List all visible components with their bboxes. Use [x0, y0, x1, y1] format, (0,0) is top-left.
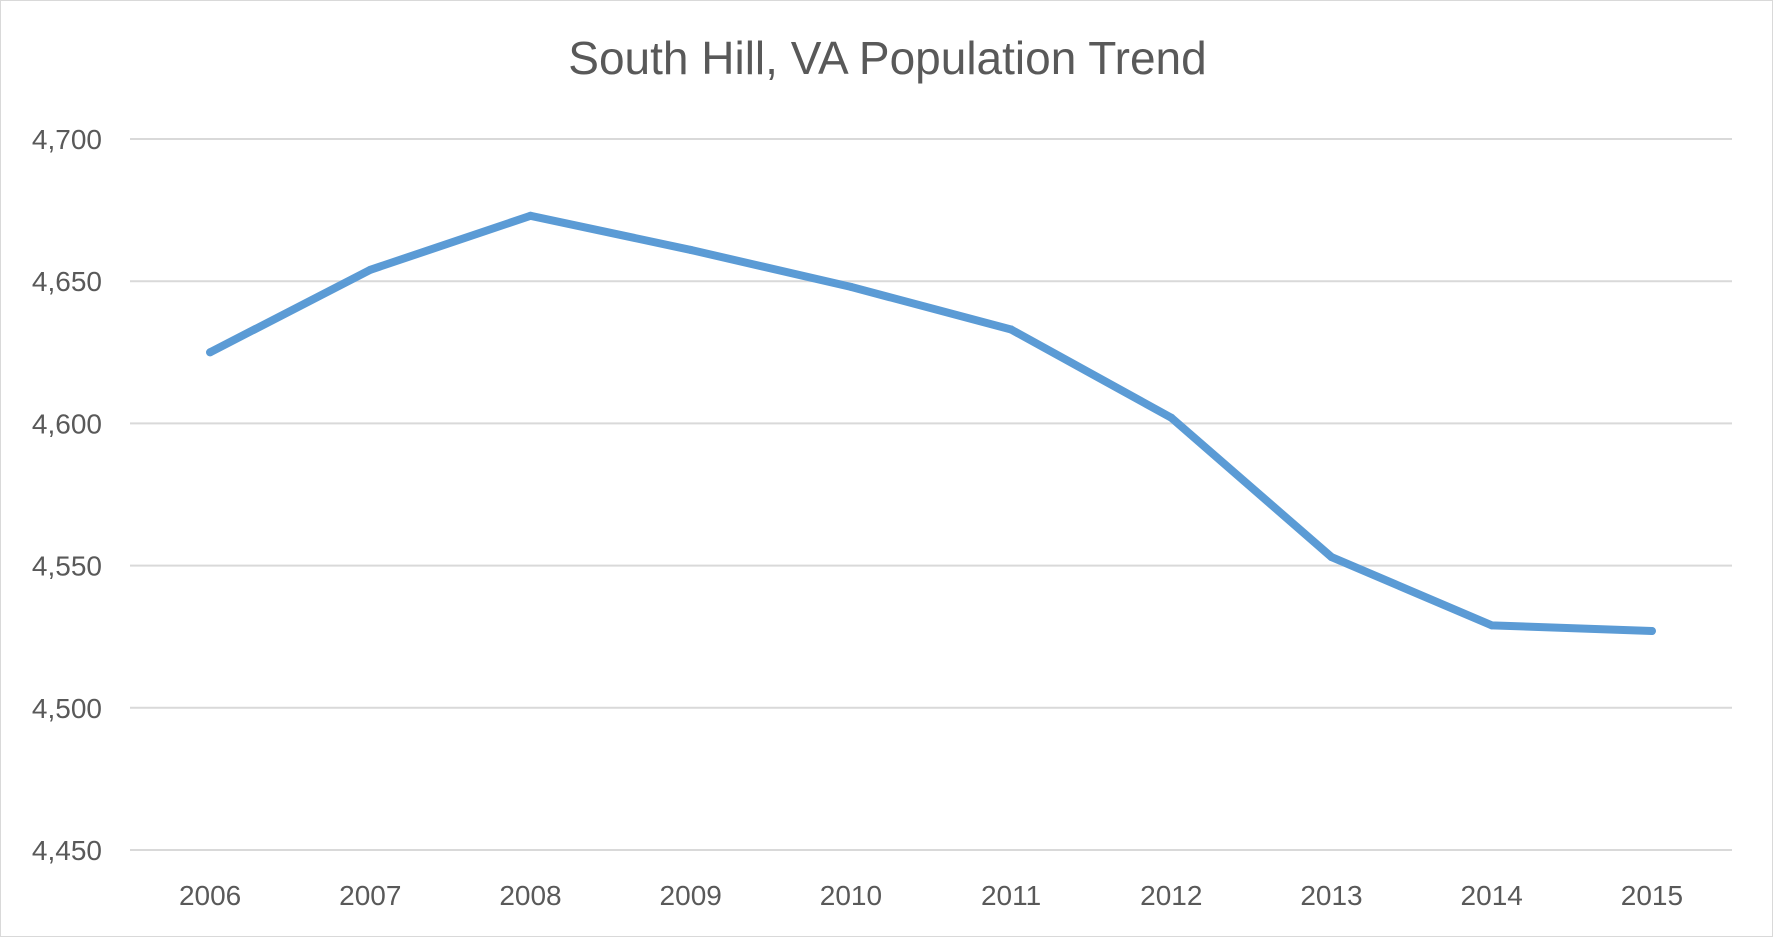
x-tick-label: 2014	[1461, 880, 1523, 911]
data-point-2014	[1487, 621, 1496, 630]
y-tick-label: 4,550	[32, 551, 102, 582]
data-point-2010	[846, 282, 855, 291]
data-point-2008	[526, 211, 535, 220]
x-tick-label: 2012	[1140, 880, 1202, 911]
chart-title: South Hill, VA Population Trend	[568, 32, 1207, 84]
data-point-2009	[686, 245, 695, 254]
y-tick-label: 4,450	[32, 835, 102, 866]
data-point-2012	[1167, 413, 1176, 422]
x-tick-label: 2010	[820, 880, 882, 911]
data-point-2006	[206, 348, 215, 357]
y-tick-label: 4,650	[32, 266, 102, 297]
data-point-2011	[1007, 325, 1016, 334]
data-point-2007	[366, 265, 375, 274]
series-line	[206, 211, 1656, 636]
x-tick-label: 2015	[1621, 880, 1683, 911]
x-tick-label: 2013	[1300, 880, 1362, 911]
x-tick-label: 2007	[339, 880, 401, 911]
data-point-2013	[1327, 553, 1336, 562]
y-tick-label: 4,700	[32, 124, 102, 155]
data-point-2015	[1647, 627, 1656, 636]
y-tick-label: 4,600	[32, 408, 102, 439]
x-tick-label: 2009	[660, 880, 722, 911]
x-tick-label: 2006	[179, 880, 241, 911]
y-tick-label: 4,500	[32, 693, 102, 724]
x-tick-label: 2008	[499, 880, 561, 911]
x-tick-label: 2011	[981, 880, 1041, 911]
